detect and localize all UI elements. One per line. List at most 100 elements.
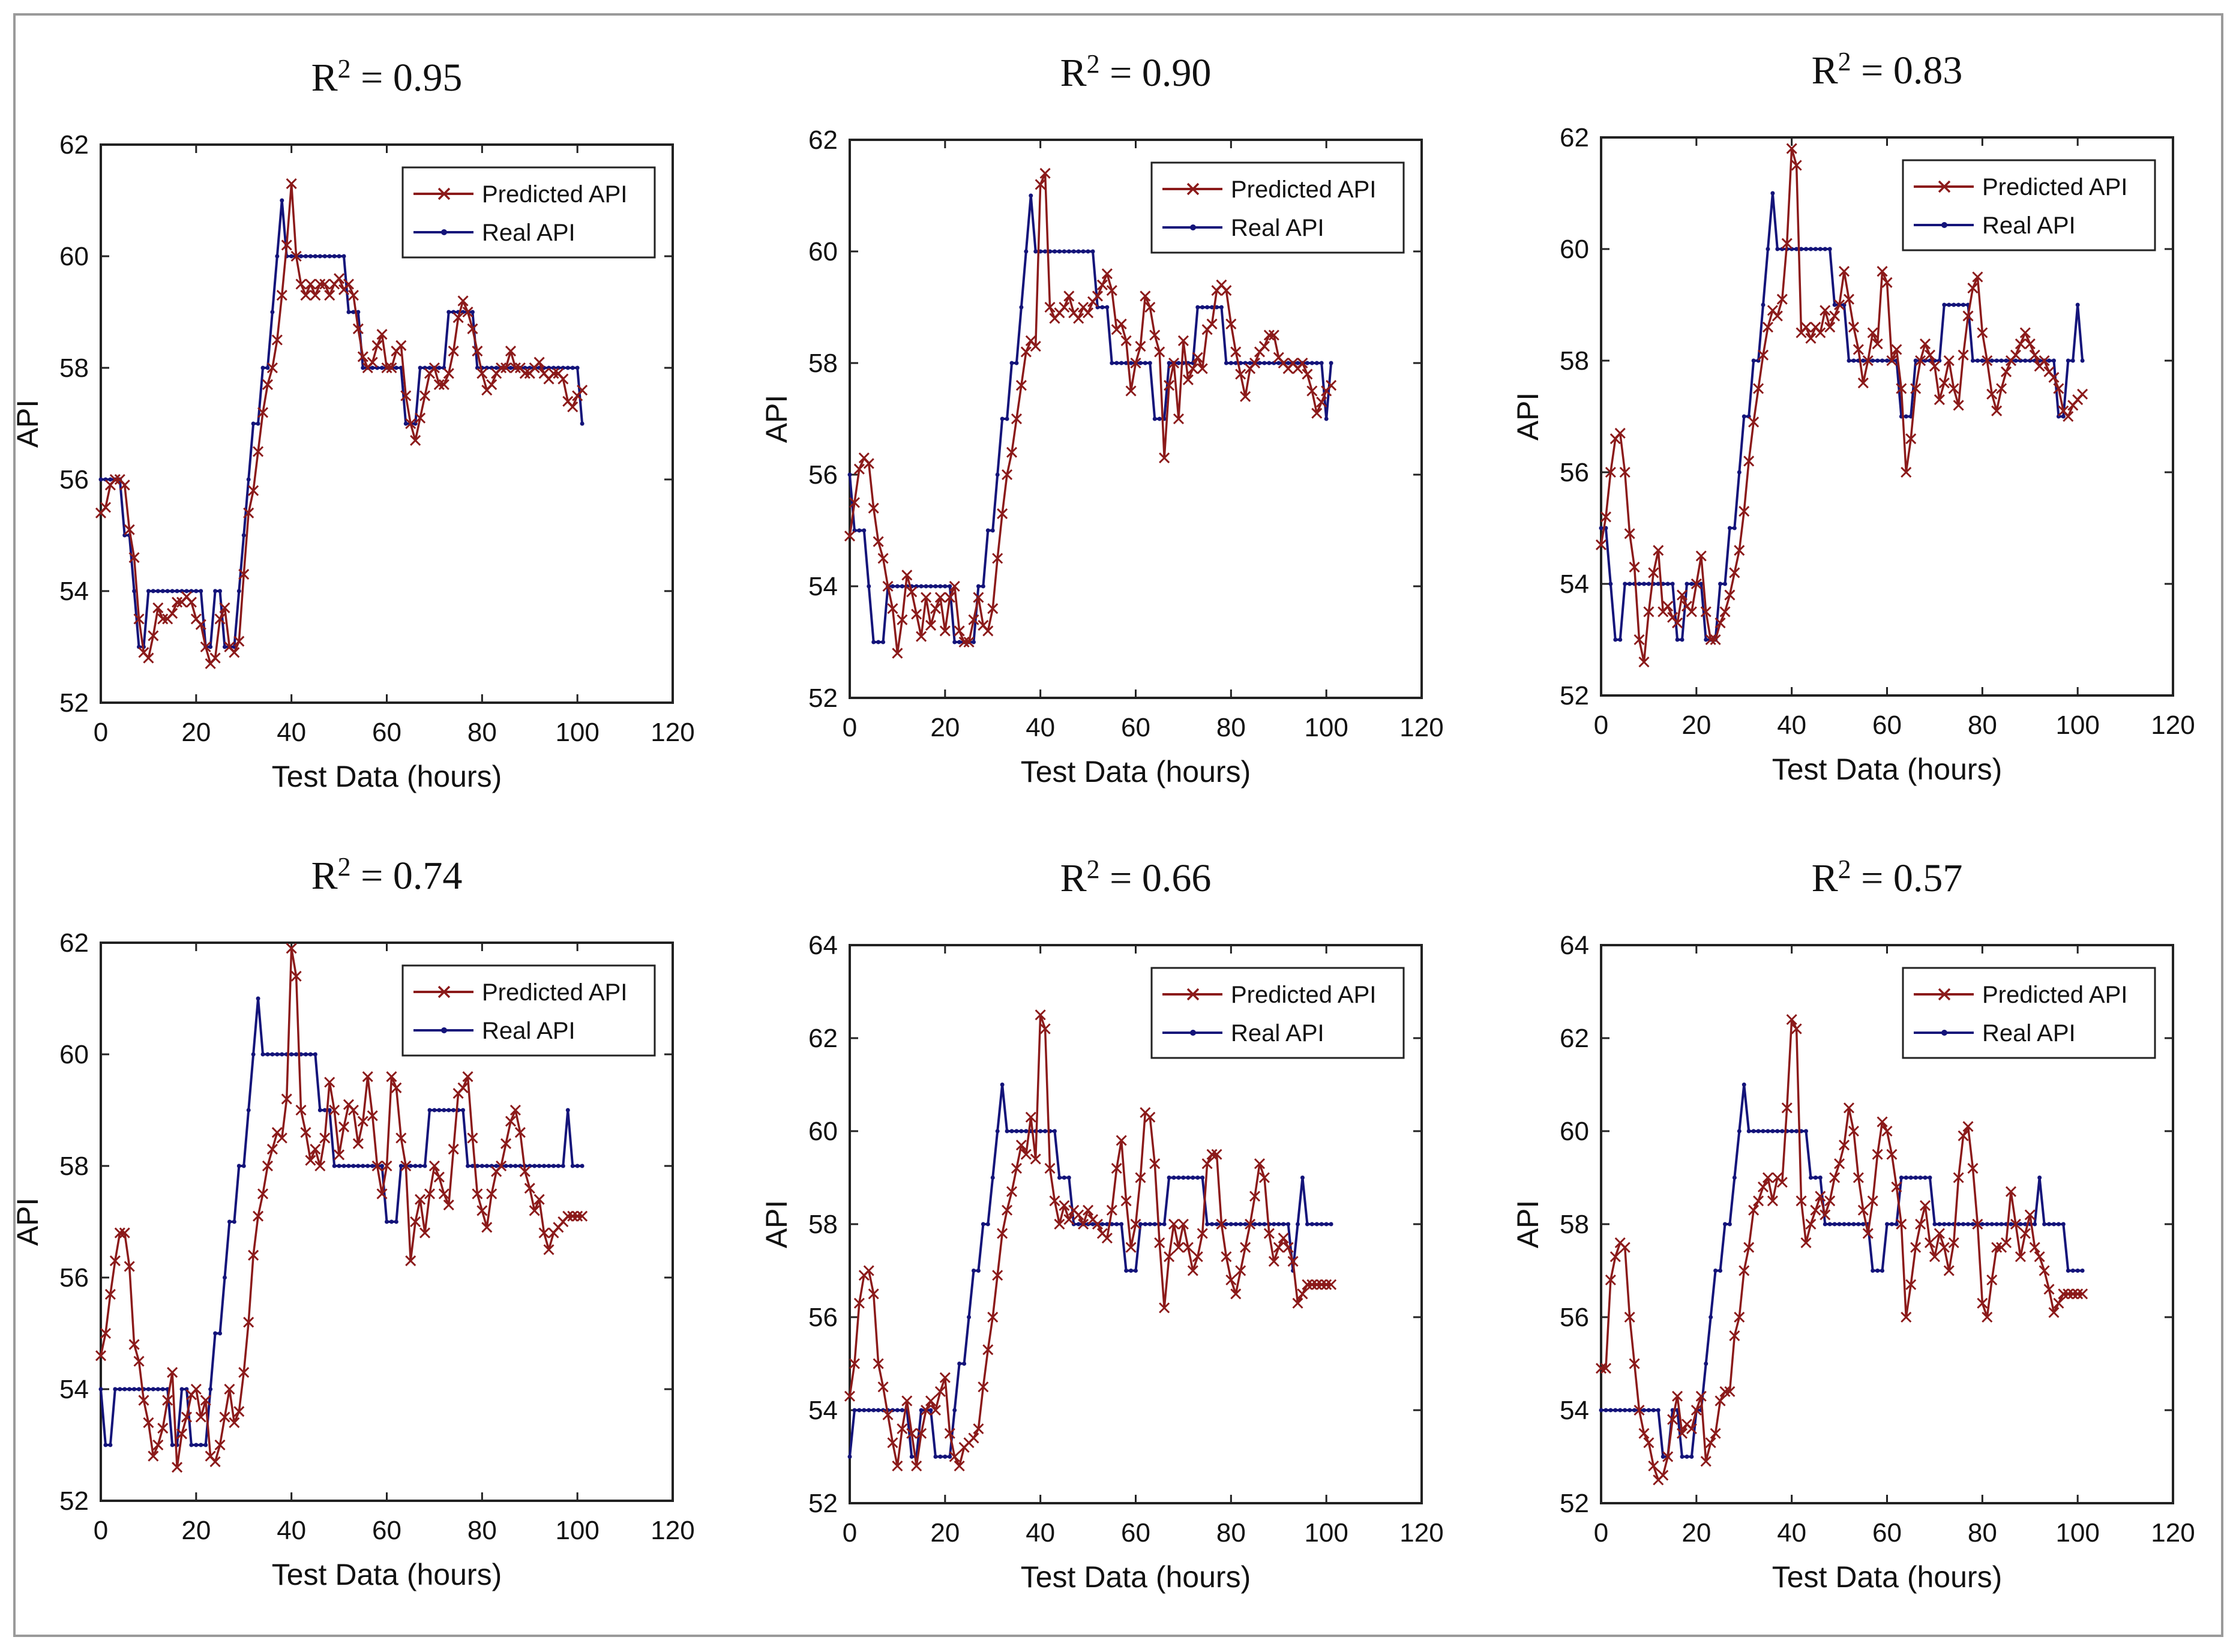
y-tick-label: 60 [808,1117,838,1146]
real-api-point [1618,1408,1623,1413]
predicted-api-point [443,1200,454,1211]
predicted-api-point [1815,327,1826,338]
real-api-point [1623,581,1627,586]
y-tick-label: 64 [808,931,838,960]
real-api-point [1324,1222,1329,1227]
title-exponent: 2 [338,852,351,882]
predicted-api-point [1125,385,1137,397]
real-api-point [294,1052,299,1057]
predicted-api-point [911,1460,922,1472]
real-api-point [1110,1222,1114,1227]
legend: Predicted API Real API [1902,967,2156,1059]
real-api-point [995,472,1000,477]
predicted-api-point [2015,338,2026,350]
predicted-api-point [452,312,464,323]
predicted-api-point [1753,383,1764,394]
real-api-point [122,1387,127,1392]
legend-predicted-label: Predicted API [482,979,627,1006]
real-api-point [251,1052,256,1057]
predicted-api-point [371,340,383,351]
predicted-api-point [930,1404,942,1416]
real-api-point [1233,1222,1238,1227]
predicted-api-point [2048,371,2060,383]
predicted-api-point [1662,1451,1674,1462]
real-api-point [862,528,867,533]
predicted-api-point [2039,355,2050,367]
real-api-point [1722,581,1727,586]
predicted-api-point [882,1409,894,1420]
predicted-api-point [1672,1390,1683,1402]
predicted-api-point [1781,1102,1793,1114]
subplot-title: R2 = 0.83 [1812,47,1963,92]
real-api-point [1641,1408,1646,1413]
predicted-api-point [887,603,898,614]
real-api-point [542,1164,547,1168]
predicted-api-point [1929,1251,1940,1263]
predicted-api-point [1020,1149,1032,1160]
predicted-api-point [2024,338,2036,350]
y-tick-label: 62 [808,125,838,155]
predicted-api-point [253,446,264,457]
y-tick-label: 52 [808,683,838,713]
predicted-api-point [386,1071,397,1083]
predicted-api-point [1834,299,1845,311]
real-api-point [308,254,313,259]
x-tick-label: 40 [1777,1518,1806,1548]
x-tick-label: 80 [1968,1518,1997,1548]
predicted-api-point [1600,1363,1612,1374]
real-api-point [327,1108,332,1113]
real-api-point [962,1362,967,1366]
real-api-point [446,310,451,314]
real-api-point [160,589,165,593]
predicted-api-point [548,368,559,379]
y-tick-label: 52 [1560,681,1589,710]
y-axis-label: API [1511,1200,1545,1249]
predicted-api-line [1601,1018,2083,1481]
x-tick-label: 100 [1304,1518,1348,1548]
predicted-api-point [567,1210,579,1222]
real-api-point [1147,361,1152,365]
y-tick-label: 56 [1560,458,1589,487]
predicted-api-point [1700,606,1712,617]
predicted-api-point [1695,550,1707,562]
predicted-api-point [167,608,178,619]
real-api-point [146,589,151,593]
real-api-point [194,589,199,593]
real-api-point [1646,1408,1651,1413]
predicted-api-point [109,473,121,485]
real-api-point [1989,1222,1994,1227]
real-api-point [1899,1176,1904,1180]
predicted-api-point [1762,1172,1774,1183]
real-api-point [1823,247,1827,251]
predicted-api-point [954,1460,965,1472]
real-api-point [1994,1222,1999,1227]
predicted-api-point [1986,388,1998,400]
predicted-api-point [1672,617,1683,629]
predicted-api-point [1686,1423,1697,1435]
predicted-api-point [944,592,955,603]
predicted-api-point [1605,1274,1616,1286]
x-tick-label: 60 [372,718,401,747]
predicted-api-point [362,1071,373,1083]
predicted-api-point [128,552,140,563]
predicted-api-point [2072,1288,2084,1300]
predicted-api-point [1101,268,1113,280]
real-api-point [1713,1269,1718,1273]
predicted-api-point [1853,1172,1864,1183]
real-api-point [222,1275,227,1280]
predicted-api-point [243,1317,254,1328]
predicted-api-point [295,1104,307,1116]
y-tick-label: 62 [1560,1024,1589,1053]
real-api-point [1138,1222,1143,1227]
predicted-api-point [405,418,416,430]
predicted-api-point [505,346,517,357]
real-api-point [1656,1408,1660,1413]
x-tick-label: 0 [843,713,857,742]
predicted-api-point [472,1188,483,1200]
predicted-api-point [476,368,488,379]
real-api-point [1314,361,1319,365]
predicted-api-point [1857,377,1869,389]
predicted-api-point [1044,1162,1056,1174]
predicted-api-point [911,608,922,620]
predicted-api-point [1786,143,1797,154]
